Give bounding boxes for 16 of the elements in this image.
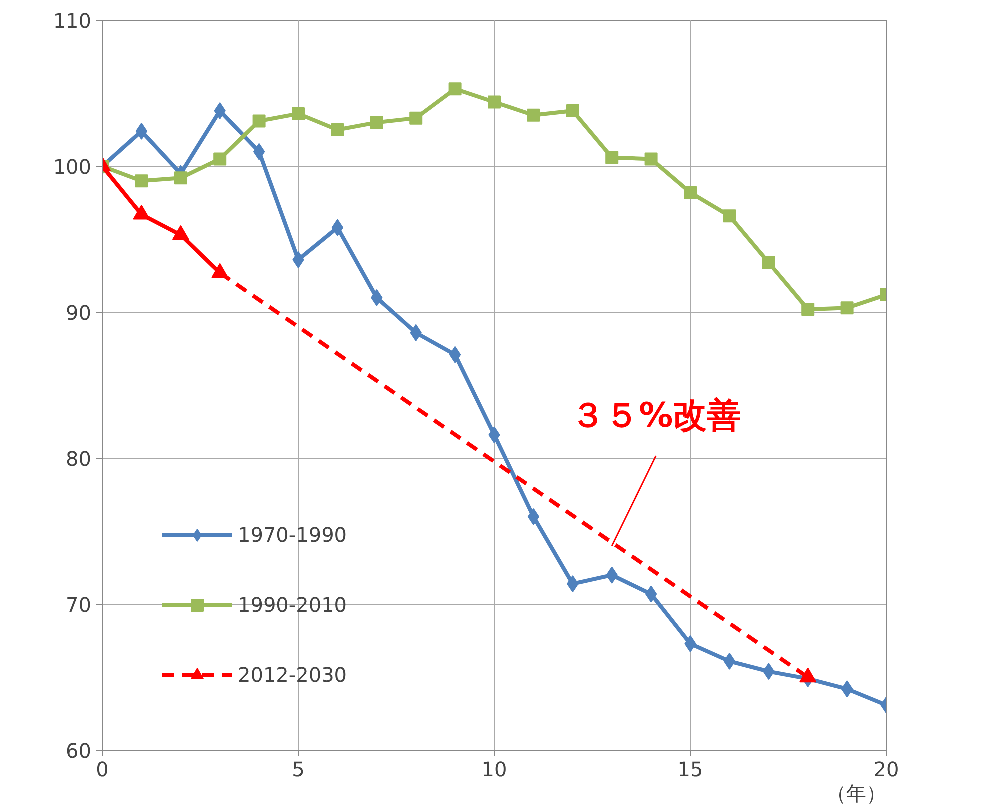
y-tick-label: 90 [66,301,92,325]
y-tick-label: 110 [53,9,92,33]
legend-label: 2012-2030 [238,663,348,687]
x-tick-label: 10 [482,758,508,782]
x-axis-title: （年） [826,782,886,806]
x-tick-label: 0 [96,758,109,782]
legend-label: 1990-2010 [238,593,348,617]
legend-label: 1970-1990 [238,523,348,547]
x-tick-label: 15 [678,758,704,782]
y-tick-label: 100 [53,155,92,179]
y-tick-label: 60 [66,739,92,763]
y-tick-label: 70 [66,593,92,617]
x-tick-label: 20 [874,758,900,782]
annotation: ３５%改善 [571,396,742,436]
y-tick-label: 80 [66,447,92,471]
x-tick-label: 5 [292,758,305,782]
